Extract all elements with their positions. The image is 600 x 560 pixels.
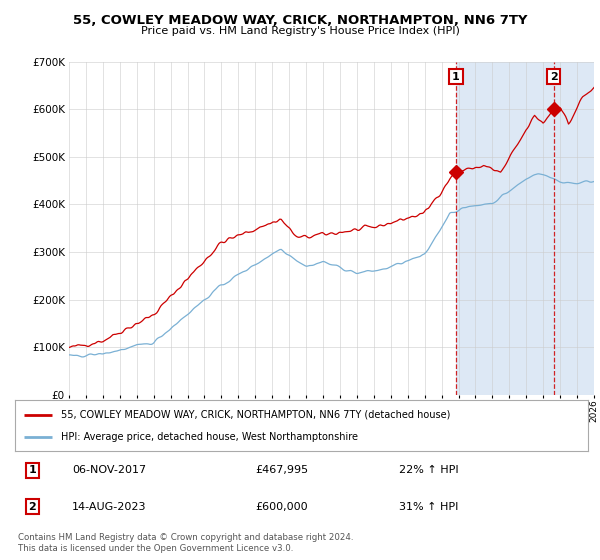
Text: 1: 1 xyxy=(28,465,36,475)
Text: 31% ↑ HPI: 31% ↑ HPI xyxy=(399,502,458,511)
Text: 1: 1 xyxy=(452,72,460,82)
Text: 14-AUG-2023: 14-AUG-2023 xyxy=(73,502,147,511)
Text: Price paid vs. HM Land Registry's House Price Index (HPI): Price paid vs. HM Land Registry's House … xyxy=(140,26,460,36)
Text: 2: 2 xyxy=(550,72,557,82)
Bar xyxy=(456,62,594,395)
Text: 2: 2 xyxy=(28,502,36,511)
Text: 22% ↑ HPI: 22% ↑ HPI xyxy=(399,465,458,475)
Text: £600,000: £600,000 xyxy=(256,502,308,511)
Text: 55, COWLEY MEADOW WAY, CRICK, NORTHAMPTON, NN6 7TY: 55, COWLEY MEADOW WAY, CRICK, NORTHAMPTO… xyxy=(73,14,527,27)
Text: £467,995: £467,995 xyxy=(256,465,309,475)
Text: 06-NOV-2017: 06-NOV-2017 xyxy=(73,465,146,475)
Text: HPI: Average price, detached house, West Northamptonshire: HPI: Average price, detached house, West… xyxy=(61,432,358,442)
Text: 55, COWLEY MEADOW WAY, CRICK, NORTHAMPTON, NN6 7TY (detached house): 55, COWLEY MEADOW WAY, CRICK, NORTHAMPTO… xyxy=(61,409,450,419)
Text: Contains HM Land Registry data © Crown copyright and database right 2024.
This d: Contains HM Land Registry data © Crown c… xyxy=(18,533,353,553)
